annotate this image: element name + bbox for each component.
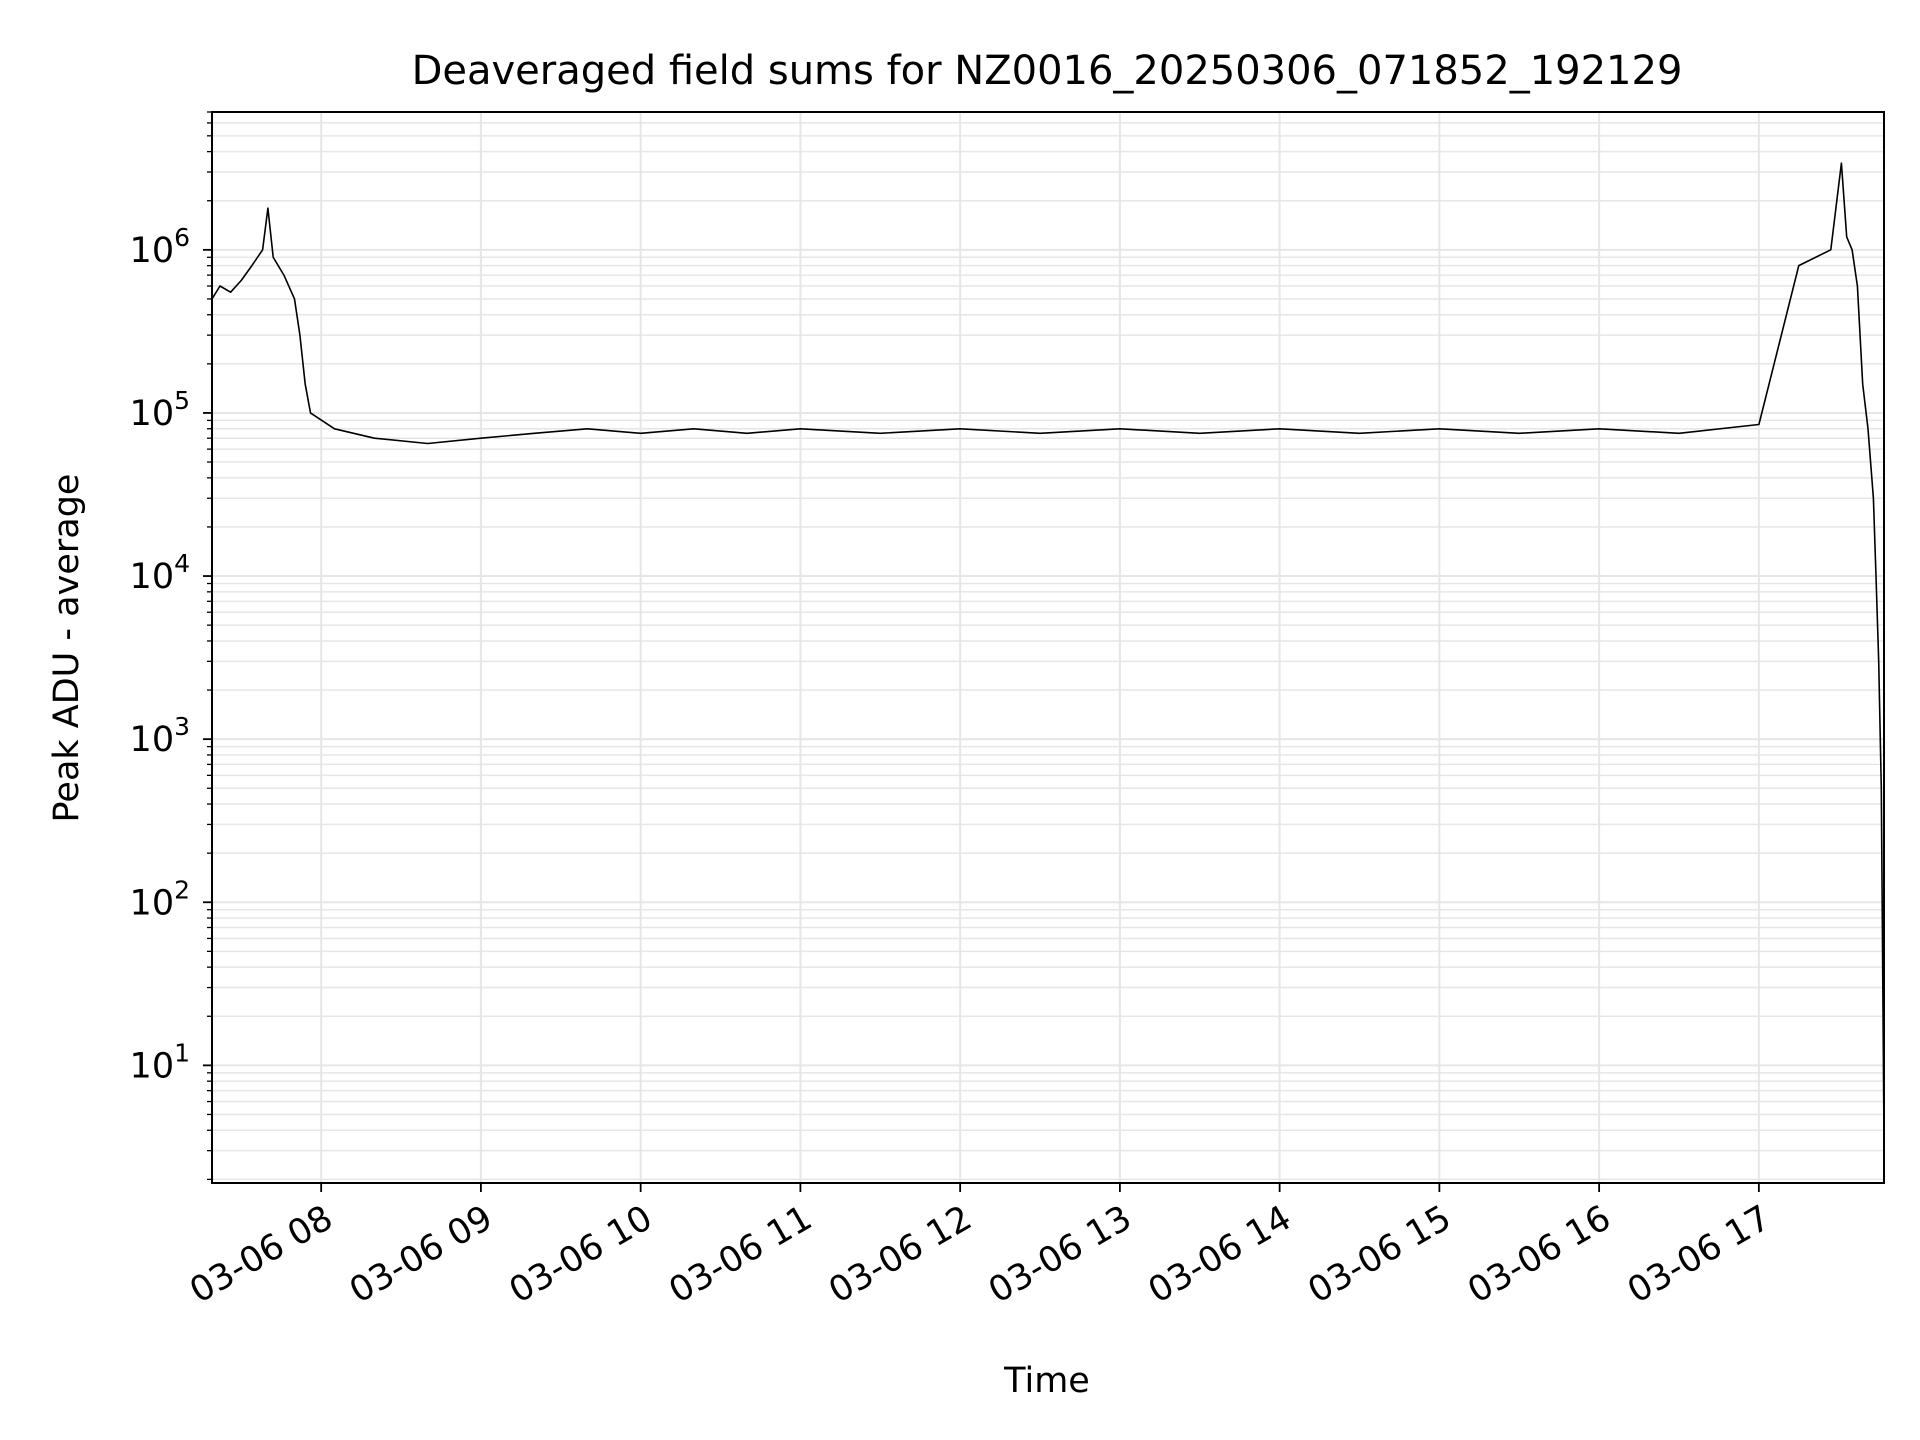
y-tick-label: 105 — [130, 386, 190, 434]
chart-title: Deaveraged field sums for NZ0016_2025030… — [412, 48, 1683, 94]
y-tick-label: 102 — [130, 875, 190, 923]
x-axis-label: Time — [1003, 1361, 1090, 1401]
y-tick-label: 101 — [130, 1038, 190, 1086]
grid-minor — [212, 111, 1884, 1181]
series-line — [211, 162, 1885, 1140]
y-axis-ticks: 101 102 103 104 105 106 — [130, 111, 212, 1181]
data-line-group — [211, 162, 1885, 1140]
y-axis-label: Peak ADU - average — [47, 474, 87, 823]
grid-major — [212, 112, 1884, 1183]
y-tick-label: 104 — [130, 549, 190, 597]
y-tick-label: 103 — [130, 712, 190, 760]
y-tick-label: 106 — [130, 223, 190, 271]
plot-area-frame — [211, 111, 1885, 1184]
